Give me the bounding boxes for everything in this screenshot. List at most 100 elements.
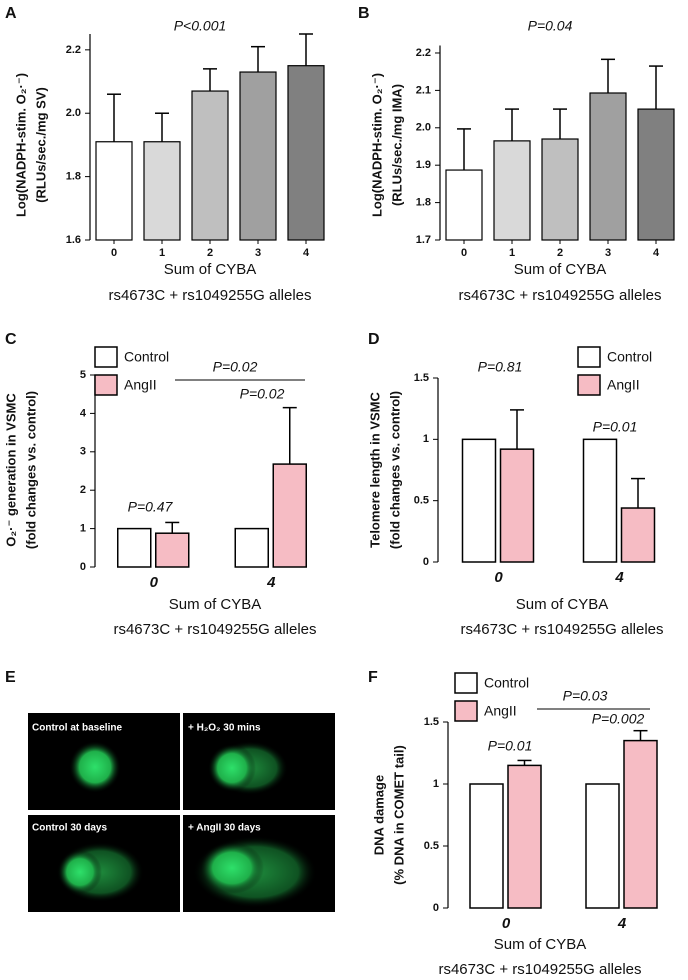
annotation: P=0.81 [478, 359, 523, 375]
bar [234, 527, 269, 568]
y-axis-label: (fold changes vs. control) [387, 391, 402, 549]
y-tick-label: 2.2 [66, 44, 81, 56]
legend-label: Control [124, 349, 169, 365]
bar [445, 169, 483, 241]
panel-letter: C [5, 331, 17, 348]
y-axis-label: (RLUs/sec./mg IMA) [389, 84, 404, 206]
x-axis-label: Sum of CYBA [516, 596, 609, 613]
y-tick-label: 1.7 [416, 234, 431, 246]
caption: Control 30 days [32, 823, 107, 834]
legend-label: AngII [124, 377, 157, 393]
y-axis-label: Log(NADPH-stim. O₂·⁻) [369, 73, 384, 217]
bar [95, 141, 133, 241]
bar [582, 438, 618, 563]
bar [191, 90, 229, 241]
y-axis-label: (% DNA in COMET tail) [391, 745, 406, 885]
bar [117, 527, 152, 568]
legend-swatch [454, 700, 478, 722]
legend-label: AngII [607, 377, 640, 393]
y-tick-label: 5 [80, 369, 86, 381]
x-tick-label: 1 [509, 247, 515, 259]
panel-letter: E [5, 669, 16, 686]
y-tick-label: 1 [80, 523, 86, 535]
bar [272, 463, 307, 568]
bar [469, 783, 504, 909]
legend-swatch [577, 374, 601, 396]
x-axis-label: Sum of CYBA [164, 261, 257, 278]
y-tick-label: 2.1 [416, 84, 431, 96]
chart-title: P=0.04 [528, 18, 573, 34]
comet [58, 850, 102, 894]
x-axis-label: rs4673C + rs1049255G alleles [108, 287, 311, 304]
annotation: P=0.01 [593, 419, 638, 435]
y-tick-label: 1.6 [66, 234, 81, 246]
bar [585, 783, 620, 909]
annotation: P=0.47 [128, 499, 174, 515]
y-tick-label: 1 [433, 778, 439, 790]
x-tick-label: 4 [266, 574, 276, 591]
y-axis-label: Telomere length in VSMC [367, 392, 382, 548]
legend-label: Control [484, 675, 529, 691]
legend-swatch [94, 374, 118, 396]
bar [623, 739, 658, 909]
bar [541, 138, 579, 241]
y-tick-label: 2.2 [416, 47, 431, 59]
y-axis-label: (RLUs/sec./mg SV) [33, 87, 48, 203]
annotation: P=0.02 [213, 359, 258, 375]
x-tick-label: 3 [255, 247, 261, 259]
legend-swatch [94, 346, 118, 368]
caption: + H₂O₂ 30 mins [188, 723, 261, 734]
comet [200, 842, 264, 894]
chart-title: P<0.001 [174, 18, 227, 34]
legend-swatch [454, 672, 478, 694]
panel-letter: B [358, 5, 370, 22]
panel-letter: A [5, 5, 17, 22]
y-tick-label: 0.5 [424, 840, 439, 852]
x-tick-label: 4 [614, 569, 624, 586]
x-axis-label: rs4673C + rs1049255G alleles [460, 621, 663, 638]
y-tick-label: 1.8 [66, 171, 81, 183]
legend-label: Control [607, 349, 652, 365]
bar [493, 140, 531, 241]
y-tick-label: 0 [80, 561, 86, 573]
y-tick-label: 1.9 [416, 159, 431, 171]
comet [208, 744, 256, 792]
bar [499, 448, 535, 563]
bar [155, 532, 190, 568]
y-axis-label: DNA damage [371, 775, 386, 855]
x-axis-label: rs4673C + rs1049255G alleles [113, 621, 316, 638]
bar [143, 141, 181, 241]
annotation: P=0.02 [240, 386, 285, 402]
y-axis-label: O₂·⁻ generation in VSMC [3, 393, 18, 547]
y-tick-label: 0.5 [414, 495, 429, 507]
x-tick-label: 0 [461, 247, 467, 259]
x-axis-label: rs4673C + rs1049255G alleles [458, 287, 661, 304]
x-tick-label: 0 [111, 247, 117, 259]
caption: + AngII 30 days [188, 823, 261, 834]
x-tick-label: 0 [150, 574, 159, 591]
x-tick-label: 1 [159, 247, 165, 259]
y-tick-label: 1.5 [414, 372, 429, 384]
x-axis-label: Sum of CYBA [494, 936, 587, 953]
x-tick-label: 4 [617, 915, 627, 932]
y-tick-label: 0 [433, 902, 439, 914]
x-tick-label: 2 [207, 247, 213, 259]
y-tick-label: 0 [423, 556, 429, 568]
y-tick-label: 1.8 [416, 197, 431, 209]
annotation: P=0.002 [592, 711, 645, 727]
image-panel: E Control at baseline + H₂O₂ 30 mins Con… [5, 669, 335, 912]
annotation: P=0.01 [488, 738, 533, 754]
x-tick-label: 3 [605, 247, 611, 259]
panel-letter: F [368, 669, 378, 686]
x-tick-label: 4 [653, 247, 660, 259]
x-axis-label: Sum of CYBA [514, 261, 607, 278]
y-tick-label: 2 [80, 484, 86, 496]
legend-swatch [577, 346, 601, 368]
y-tick-label: 4 [80, 407, 87, 419]
y-tick-label: 1 [423, 433, 429, 445]
bar [239, 71, 277, 241]
x-axis-label: rs4673C + rs1049255G alleles [438, 961, 641, 978]
bar [507, 764, 542, 909]
bar [620, 507, 656, 563]
